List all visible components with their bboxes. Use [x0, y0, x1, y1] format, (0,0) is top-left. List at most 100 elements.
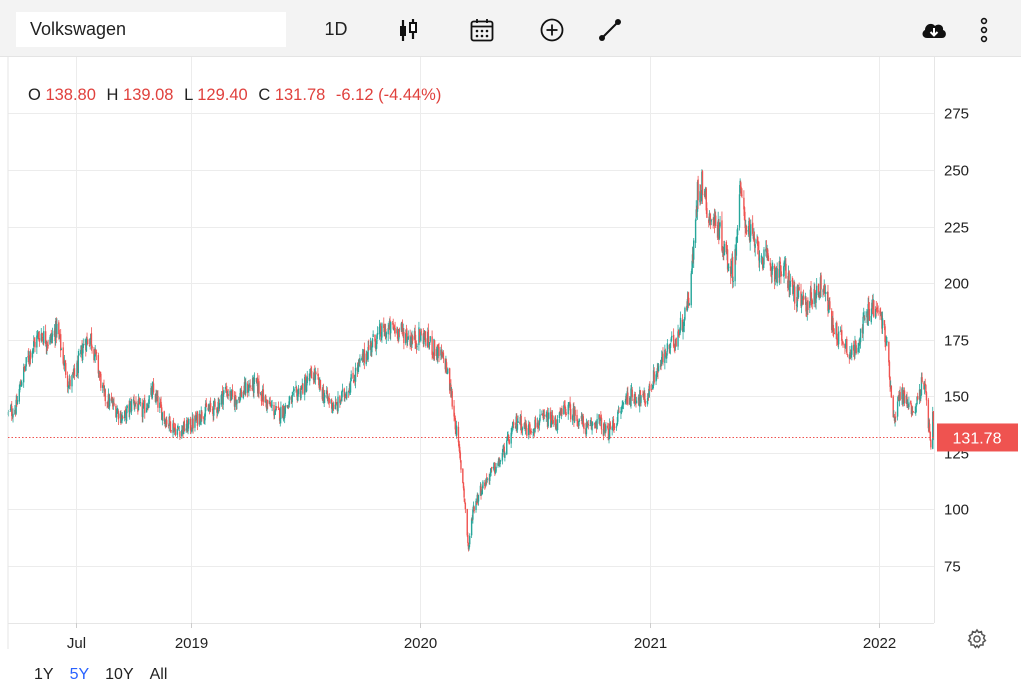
- candle: [376, 333, 378, 349]
- candle-body: [832, 317, 834, 332]
- candle: [314, 367, 317, 385]
- candle: [780, 271, 783, 277]
- candle: [366, 351, 368, 363]
- candle: [842, 341, 844, 348]
- candle-body: [60, 348, 63, 350]
- candle: [139, 397, 141, 405]
- candle-body: [648, 385, 650, 398]
- candle: [75, 374, 78, 378]
- candle-body: [304, 378, 307, 381]
- candle-body: [506, 440, 508, 455]
- candle: [447, 367, 449, 375]
- candle-body: [915, 404, 918, 407]
- candle-body: [757, 245, 760, 250]
- candle-body: [372, 334, 374, 338]
- candle: [262, 383, 265, 406]
- candle: [757, 236, 759, 255]
- draw-tool-button[interactable]: [594, 12, 626, 47]
- candle-body: [603, 423, 606, 430]
- candle: [800, 293, 803, 314]
- calendar-button[interactable]: [466, 12, 498, 47]
- candle-body: [249, 385, 251, 388]
- candle-body: [273, 405, 275, 416]
- candle-body: [437, 345, 439, 359]
- candle-body: [191, 430, 193, 432]
- candle-body: [7, 410, 10, 412]
- candle: [763, 246, 765, 269]
- candle: [916, 392, 919, 401]
- candle-body: [160, 401, 162, 408]
- candle: [302, 383, 304, 395]
- range-5y[interactable]: 5Y: [69, 666, 90, 683]
- candle: [924, 378, 926, 386]
- candle-body: [499, 460, 502, 462]
- more-menu-button[interactable]: [972, 12, 996, 47]
- candle-body: [278, 408, 281, 421]
- candle-body: [292, 390, 295, 392]
- candle: [433, 339, 436, 361]
- candle-body: [916, 396, 919, 400]
- candle-body: [341, 391, 343, 402]
- candle-body: [265, 396, 267, 402]
- candle-body: [679, 317, 682, 331]
- candle: [43, 326, 45, 346]
- candle: [854, 335, 856, 359]
- candle-body: [863, 315, 865, 316]
- candle-body: [924, 383, 926, 385]
- candle-body: [324, 395, 326, 398]
- candle: [378, 319, 381, 340]
- candle: [270, 400, 273, 408]
- candle-body: [326, 390, 329, 399]
- candle-body: [511, 425, 514, 429]
- candle: [609, 420, 611, 431]
- chart-settings-button[interactable]: [966, 628, 988, 655]
- range-1y[interactable]: 1Y: [34, 666, 54, 683]
- candle: [767, 253, 770, 262]
- candle-body: [172, 422, 175, 432]
- candle: [98, 370, 101, 381]
- candle-body: [81, 349, 84, 361]
- candle: [528, 420, 530, 440]
- candle: [40, 327, 42, 343]
- candle: [886, 337, 888, 347]
- symbol-search-input[interactable]: [16, 12, 286, 47]
- candle: [565, 412, 568, 416]
- candle-body: [748, 219, 751, 241]
- candle-body: [147, 404, 150, 409]
- range-all[interactable]: All: [149, 666, 168, 683]
- candle: [284, 402, 286, 417]
- candle-body: [870, 315, 872, 323]
- range-10y[interactable]: 10Y: [105, 666, 134, 683]
- candle-body: [350, 374, 352, 382]
- candle-body: [767, 255, 770, 262]
- candle-body: [857, 347, 859, 353]
- candle-body: [596, 419, 598, 429]
- cloud-download-icon: [922, 23, 946, 38]
- candle: [319, 379, 322, 391]
- candle-body: [467, 535, 469, 544]
- download-button[interactable]: [918, 12, 950, 47]
- interval-button[interactable]: 1D: [316, 12, 356, 47]
- candle-body: [457, 426, 460, 443]
- chart-area[interactable]: 75 100 125 150 175 200 225 250 275 Jul 2019 2020 202…: [0, 57, 1021, 696]
- candle: [73, 363, 76, 380]
- candle-body: [148, 395, 150, 404]
- compare-button[interactable]: [536, 12, 568, 47]
- candle-body: [331, 406, 334, 410]
- candle-body: [525, 423, 527, 429]
- candle-body: [401, 324, 403, 328]
- chart-type-button[interactable]: [390, 12, 426, 47]
- candle-body: [932, 411, 935, 422]
- candle-body: [774, 278, 776, 280]
- candle-body: [267, 400, 269, 404]
- candle: [684, 306, 686, 321]
- candle-body: [827, 309, 830, 313]
- candle-body: [251, 388, 253, 390]
- candle-body: [772, 266, 774, 269]
- candle-body: [451, 391, 453, 407]
- candle-body: [714, 215, 717, 226]
- candle-body: [884, 326, 886, 343]
- candle: [723, 240, 726, 256]
- candle-body: [34, 341, 36, 348]
